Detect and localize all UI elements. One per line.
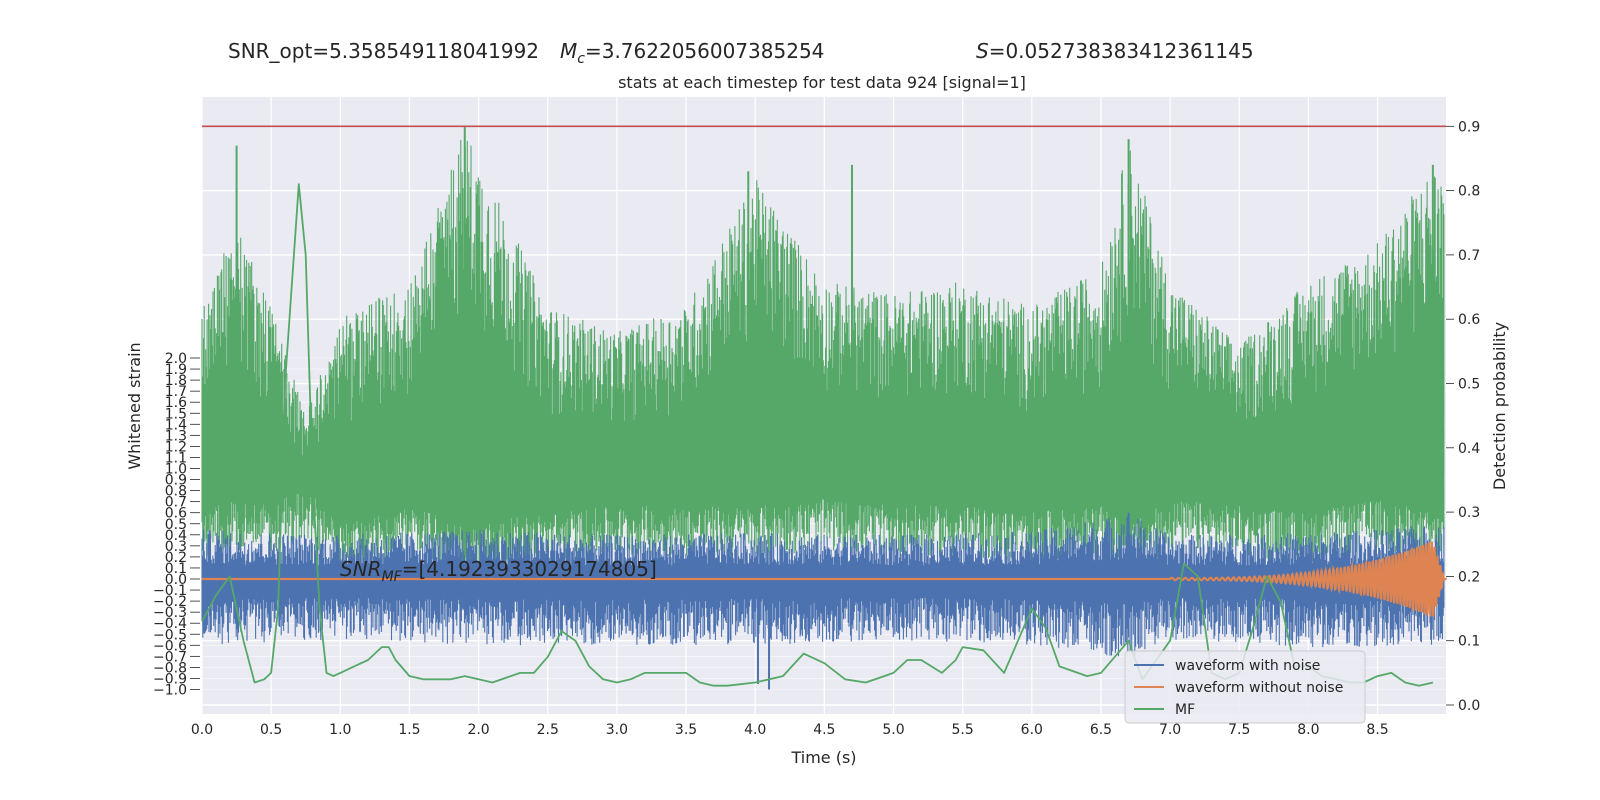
y-right-tick-label: 0.5 <box>1458 377 1480 393</box>
y-left-tick-label: 0.5 <box>165 517 187 533</box>
legend-label: waveform without noise <box>1175 680 1343 696</box>
y-left-tick-label: −0.5 <box>153 627 187 643</box>
s-label: S=0.052738383412361145 <box>976 39 1254 63</box>
snr-opt-label: SNR_opt=5.358549118041992 <box>228 39 539 63</box>
y-left-tick-label: −0.1 <box>153 583 187 599</box>
snr-mf-value: =[4.1923933029174805] <box>402 557 657 581</box>
y-left-tick-label: 1.4 <box>165 417 187 433</box>
snr-mf-annotation: SNRMF=[4.1923933029174805] <box>340 557 657 585</box>
y-left-tick-label: 1.9 <box>165 362 187 378</box>
y-right-tick-label: 0.2 <box>1458 569 1480 585</box>
mc-label: Mc=3.7622056007385254 <box>560 39 824 67</box>
y-right-tick-label: 0.3 <box>1458 505 1480 521</box>
y-left-tick-label: −0.8 <box>153 660 187 676</box>
y-left-tick-label: −0.7 <box>153 649 187 665</box>
y-left-tick-label: 2.0 <box>165 351 187 367</box>
y-left-tick-label: 0.2 <box>165 550 187 566</box>
y-left-tick-label: 1.6 <box>165 395 187 411</box>
y-right-tick-label: 0.4 <box>1458 441 1480 457</box>
legend-box <box>1124 650 1366 724</box>
y-left-tick-label: 0.1 <box>165 561 187 577</box>
x-tick-label: 7.5 <box>1228 722 1250 738</box>
x-tick-label: 0.5 <box>260 722 282 738</box>
y-left-tick-label: 0.4 <box>165 528 187 544</box>
y-right-tick-label: 0.1 <box>1458 634 1480 650</box>
y-left-tick-label: 0.7 <box>165 495 187 511</box>
x-axis-title: Time (s) <box>790 748 856 767</box>
mc-value: =3.7622056007385254 <box>585 39 824 63</box>
y-left-tick-label: 1.2 <box>165 439 187 455</box>
y-right-tick-label: 0.8 <box>1458 184 1480 200</box>
x-tick-label: 5.0 <box>882 722 904 738</box>
x-tick-label: 1.5 <box>398 722 420 738</box>
x-tick-label: 3.0 <box>606 722 628 738</box>
y-axis-left-title: Whitened strain <box>125 342 144 469</box>
y-left-tick-label: −0.4 <box>153 616 187 632</box>
y-right-tick-label: 0.9 <box>1458 119 1480 135</box>
y-left-tick-label: 1.0 <box>165 462 187 478</box>
snr-mf-subscript: MF <box>382 569 403 585</box>
chart-subtitle: stats at each timestep for test data 924… <box>618 73 1026 92</box>
x-tick-label: 4.5 <box>813 722 835 738</box>
y-left-tick-label: 1.1 <box>165 450 187 466</box>
x-tick-label: 0.0 <box>191 722 213 738</box>
s-value: =0.052738383412361145 <box>989 39 1254 63</box>
y-left-tick-label: 0.0 <box>165 572 187 588</box>
snr-mf-symbol: SNR <box>340 557 382 581</box>
detection-probability-band <box>201 140 1445 576</box>
y-right-tick-label: 0.6 <box>1458 312 1480 328</box>
x-tick-label: 6.5 <box>1090 722 1112 738</box>
legend-label: waveform with noise <box>1175 658 1320 674</box>
y-right-tick-label: 0.7 <box>1458 248 1480 264</box>
y-right-tick-label: 0.0 <box>1458 698 1480 714</box>
x-tick-label: 1.0 <box>329 722 351 738</box>
legend: waveform with noise waveform without nois… <box>1124 650 1366 724</box>
mc-subscript: c <box>577 51 585 67</box>
x-tick-label: 2.5 <box>537 722 559 738</box>
y-left-tick-label: −0.3 <box>153 605 187 621</box>
axis-ticks: 0.0 0.5 1.0 1.5 2.0 2.5 3.0 3.5 4.0 4.5 5.0 5.5 6.0 6… <box>153 119 1480 738</box>
y-left-tick-label: 0.6 <box>165 506 187 522</box>
waveform-without-noise-line <box>202 541 1447 617</box>
x-tick-label: 4.0 <box>744 722 766 738</box>
y-left-tick-label: −0.9 <box>153 671 187 687</box>
x-tick-label: 6.0 <box>1021 722 1043 738</box>
y-left-tick-label: 1.3 <box>165 428 187 444</box>
x-tick-label: 3.5 <box>675 722 697 738</box>
y-left-tick-label: 0.8 <box>165 484 187 500</box>
legend-label: MF <box>1175 702 1195 718</box>
y-left-tick-label: 1.5 <box>165 406 187 422</box>
y-axis-right-title: Detection probability <box>1490 322 1509 490</box>
y-left-tick-label: 0.9 <box>165 473 187 489</box>
x-tick-label: 8.5 <box>1366 722 1388 738</box>
y-left-tick-label: −0.6 <box>153 638 187 654</box>
x-tick-label: 7.0 <box>1159 722 1181 738</box>
x-tick-label: 2.0 <box>467 722 489 738</box>
y-left-tick-label: 0.3 <box>165 539 187 555</box>
x-tick-label: 5.5 <box>952 722 974 738</box>
y-left-tick-label: −1.0 <box>153 683 187 699</box>
s-symbol: S <box>976 39 989 63</box>
x-tick-label: 8.0 <box>1297 722 1319 738</box>
y-left-tick-label: 1.7 <box>165 384 187 400</box>
y-left-tick-label: 1.8 <box>165 373 187 389</box>
y-left-tick-label: −0.2 <box>153 594 187 610</box>
mc-symbol: M <box>560 39 577 63</box>
